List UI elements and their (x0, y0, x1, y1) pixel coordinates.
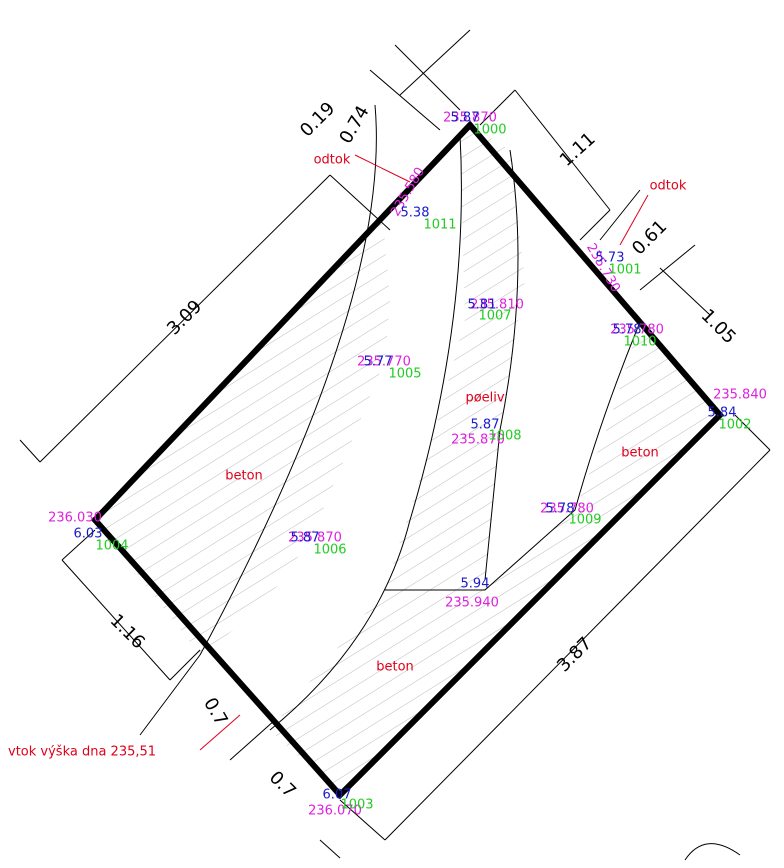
point-number: 1002 (718, 418, 751, 433)
elevation: 235.840 (713, 388, 767, 403)
elevation: 235.940 (445, 596, 499, 611)
dimension: 0.19 (296, 98, 339, 141)
surface-label: beton (376, 660, 414, 675)
dimension: 0.74 (335, 102, 373, 147)
dimension: 0.7 (199, 694, 232, 729)
point-number: 1003 (340, 798, 373, 813)
dimension: 3.87 (553, 633, 596, 676)
point-number: 1000 (473, 123, 506, 138)
surface-label: beton (621, 446, 659, 461)
height: 5.94 (461, 577, 490, 592)
outlet-label: odtok (650, 179, 687, 194)
point-number: 1006 (313, 543, 346, 558)
dimension: 1.11 (556, 128, 600, 170)
point-number: 1001 (608, 263, 641, 278)
dimension: 3.09 (163, 296, 206, 339)
point-number: 1004 (95, 539, 128, 554)
point-number: 1005 (388, 367, 421, 382)
point-number: 1010 (623, 335, 656, 350)
point-number: 1009 (568, 513, 601, 528)
dimension: 1.05 (697, 305, 740, 348)
outlet-label: odtok (314, 153, 351, 168)
point-number: 1011 (423, 218, 456, 233)
surface-label: pøeliv (465, 391, 504, 406)
inlet-label: vtok výška dna 235,51 (8, 745, 156, 760)
elevation: 236.030 (48, 511, 102, 526)
point-number: 1007 (478, 309, 511, 324)
surface-label: beton (225, 469, 263, 484)
dimension: 0.61 (628, 216, 671, 259)
drawing: 0.19 0.74 3.09 1.11 0.61 1.05 3.87 1.16 … (0, 0, 784, 868)
dimension: 0.7 (265, 767, 300, 802)
point-number: 1008 (488, 429, 521, 444)
